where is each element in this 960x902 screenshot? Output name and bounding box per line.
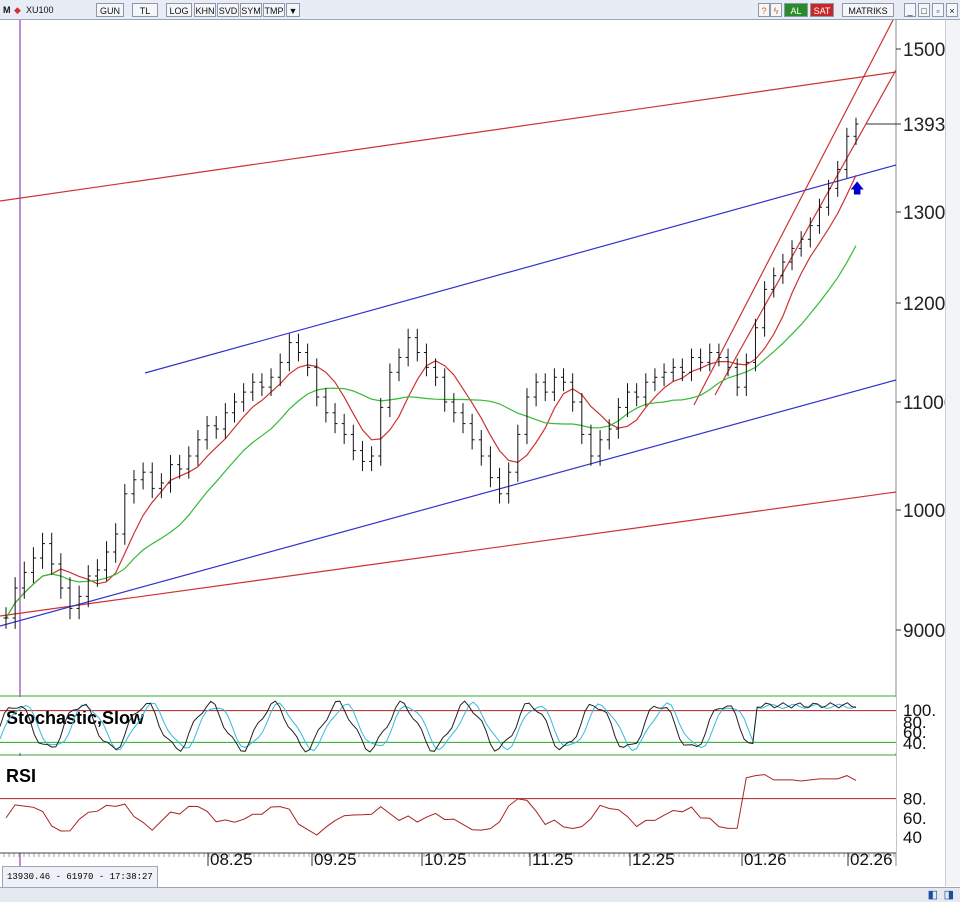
rsi-background	[0, 756, 896, 853]
blue-upper-trendline	[144, 164, 897, 374]
date-tick-label: 12.25	[632, 850, 675, 866]
price-tick-label: 15000	[903, 40, 946, 61]
price-background	[0, 20, 946, 696]
stochastic-tick-label: 80.	[903, 713, 927, 732]
matriks-button[interactable]: MATRIKS	[842, 3, 894, 17]
price-chart[interactable]: 9000 10000 11000 12000 13000 13930 15000 🡅 Sto…	[0, 20, 946, 866]
vertical-scroll-area[interactable]	[945, 20, 960, 886]
rsi-tick-label: 40	[903, 828, 922, 847]
red-upper-trendline	[0, 71, 897, 202]
currency-tl-button[interactable]: TL	[132, 3, 158, 17]
maximize-icon[interactable]: □	[918, 3, 930, 17]
rsi-tick-label: 80.	[903, 790, 927, 809]
restore-icon[interactable]: ▫	[932, 3, 944, 17]
stochastic-label: Stochastic,Slow	[6, 708, 145, 728]
minimize-icon[interactable]: _	[904, 3, 916, 17]
menu-button[interactable]: M	[3, 5, 11, 15]
arrow-up-icon: 🡅	[850, 180, 864, 196]
stochastic-panel: Stochastic,Slow 100.80.60.40.	[0, 697, 936, 753]
rsi-tick-label: 60.	[903, 809, 927, 828]
date-tick-label: 02.26	[850, 850, 893, 866]
price-tick-label: 13000	[903, 203, 946, 224]
status-readout: 13930.46 - 61970 - 17:38:27	[2, 866, 158, 888]
price-tick-label: 9000	[903, 621, 945, 642]
red-channel-bottom	[714, 69, 897, 396]
app-icon: ◆	[14, 5, 21, 15]
stochastic-tick-label: 40.	[903, 734, 927, 753]
period-day-button[interactable]: GUN	[96, 3, 124, 17]
scroll-right-icon[interactable]: ◨	[943, 889, 954, 901]
log-scale-button[interactable]: LOG	[166, 3, 192, 17]
chart-toolbar: M ◆ XU100 GUN TL LOG KHN SVD SYM TMP ▼ ?…	[0, 0, 960, 20]
date-tick-label: 11.25	[532, 850, 573, 866]
dropdown-arrow-icon[interactable]: ▼	[286, 3, 300, 17]
khn-button[interactable]: KHN	[194, 3, 216, 17]
stochastic-k-line	[0, 700, 857, 753]
close-icon[interactable]: ×	[946, 3, 958, 17]
help-icon[interactable]: ?	[758, 3, 770, 17]
blue-lower-trendline	[0, 379, 897, 627]
lightning-icon[interactable]: ϟ	[770, 3, 782, 17]
rsi-line	[5, 774, 857, 836]
date-tick-label: 09.25	[314, 850, 357, 866]
price-tick-label: 11000	[903, 393, 946, 414]
tmp-button[interactable]: TMP	[263, 3, 285, 17]
sym-button[interactable]: SYM	[240, 3, 262, 17]
price-tick-label: 10000	[903, 501, 946, 522]
price-tick-label: 12000	[903, 294, 946, 315]
scroll-left-icon[interactable]: ◧	[927, 889, 938, 901]
date-tick-label: 10.25	[424, 850, 467, 866]
date-tick-label: 01.26	[744, 850, 787, 866]
sell-button[interactable]: SAT	[810, 3, 834, 17]
symbol-label[interactable]: XU100	[26, 5, 54, 15]
buy-button[interactable]: AL	[784, 3, 808, 17]
stochastic-tick-label: 60.	[903, 723, 927, 742]
red-channel-top	[693, 20, 894, 406]
stochastic-d-line	[0, 701, 857, 752]
price-axis: 9000 10000 11000 12000 13000 13930 15000	[866, 40, 946, 642]
red-lower-trendline	[0, 491, 897, 617]
rsi-label: RSI	[6, 766, 36, 786]
rsi-panel: RSI 80.60.40	[0, 754, 927, 853]
date-tick-label: 08.25	[210, 850, 253, 866]
date-axis: 08.25 09.25 10.25 11.25 12.25 01.26 02.26	[0, 850, 896, 866]
svd-button[interactable]: SVD	[217, 3, 239, 17]
ma-long-line	[5, 245, 857, 619]
horizontal-scrollbar[interactable]: ◧ ◨	[0, 887, 960, 902]
ma-short-line	[5, 175, 857, 619]
price-panel: 9000 10000 11000 12000 13000 13930 15000 🡅	[0, 20, 946, 866]
stochastic-tick-label: 100.	[903, 701, 936, 720]
price-tick-label: 13930	[903, 115, 946, 136]
